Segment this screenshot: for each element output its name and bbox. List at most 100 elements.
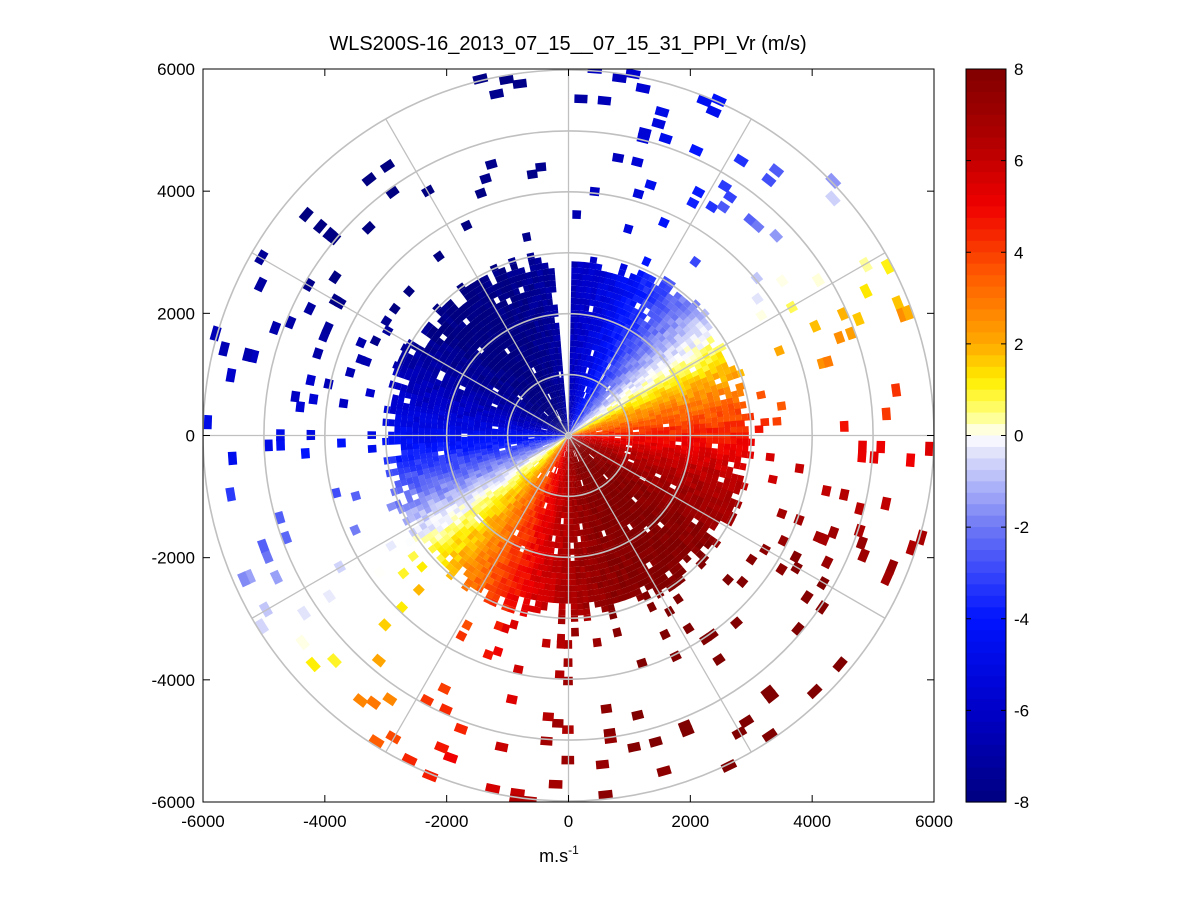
velocity-gate	[595, 442, 602, 446]
velocity-gate	[578, 418, 584, 424]
velocity-gate	[698, 414, 706, 420]
velocity-gate	[651, 427, 658, 432]
velocity-gate	[583, 440, 590, 443]
velocity-gate	[598, 396, 605, 402]
velocity-gate	[578, 397, 582, 404]
velocity-gate	[626, 391, 633, 398]
velocity-gate	[603, 354, 610, 362]
velocity-gate	[654, 331, 663, 340]
velocity-gate	[614, 354, 621, 362]
velocity-gate	[584, 433, 591, 435]
velocity-gate	[776, 401, 787, 411]
velocity-gate	[622, 397, 630, 403]
velocity-gate	[638, 350, 647, 358]
velocity-gate	[611, 415, 618, 420]
velocity-gate	[659, 363, 667, 371]
velocity-gate	[658, 463, 666, 469]
velocity-gate	[572, 444, 576, 450]
velocity-gate	[580, 421, 586, 426]
velocity-gate	[588, 423, 595, 427]
velocity-gate	[418, 437, 425, 444]
velocity-gate	[572, 432, 578, 435]
velocity-gate	[590, 468, 596, 475]
velocity-gate	[591, 415, 598, 421]
velocity-gate	[595, 441, 602, 445]
velocity-gate	[575, 441, 581, 446]
velocity-gate	[630, 342, 638, 351]
velocity-gate	[584, 415, 590, 421]
velocity-gate	[821, 485, 832, 497]
velocity-gate	[651, 312, 660, 321]
velocity-gate	[611, 402, 618, 408]
velocity-gate	[593, 457, 599, 463]
velocity-gate	[593, 363, 599, 371]
velocity-gate	[624, 494, 632, 501]
velocity-gate	[626, 347, 634, 355]
velocity-gate	[575, 424, 581, 429]
velocity-gate	[575, 425, 581, 430]
velocity-gate	[924, 441, 934, 457]
velocity-gate	[593, 494, 599, 501]
velocity-gate	[611, 374, 617, 381]
velocity-gate	[668, 507, 677, 516]
velocity-gate	[578, 434, 585, 435]
velocity-gate	[615, 477, 622, 484]
velocity-gate	[572, 433, 579, 435]
velocity-gate	[722, 410, 730, 418]
velocity-gate	[577, 417, 582, 423]
velocity-gate	[558, 603, 566, 610]
velocity-gate	[595, 426, 602, 430]
velocity-gate	[691, 410, 699, 417]
velocity-gate	[582, 379, 586, 386]
velocity-gate	[678, 514, 687, 523]
velocity-gate	[657, 437, 664, 441]
velocity-gate	[597, 372, 603, 380]
velocity-gate	[729, 420, 737, 428]
velocity-gate	[602, 436, 609, 438]
velocity-gate	[590, 396, 596, 403]
velocity-gate	[580, 421, 587, 426]
velocity-gate	[649, 371, 657, 378]
velocity-gate	[570, 413, 572, 420]
velocity-gate	[614, 340, 621, 348]
velocity-gate	[580, 391, 584, 398]
velocity-gate	[626, 483, 633, 491]
velocity-gate	[665, 387, 673, 394]
velocity-gate	[593, 446, 600, 450]
velocity-gate	[650, 442, 658, 447]
velocity-gate	[580, 292, 587, 299]
velocity-gate	[681, 333, 691, 342]
velocity-gate	[633, 345, 641, 353]
velocity-gate	[668, 447, 675, 453]
velocity-gate	[592, 407, 598, 413]
velocity-gate	[629, 412, 637, 417]
velocity-gate	[617, 515, 624, 523]
velocity-gate	[575, 415, 579, 422]
velocity-gate	[607, 425, 614, 428]
velocity-gate	[573, 402, 577, 409]
velocity-gate	[583, 438, 590, 441]
velocity-gate	[730, 426, 737, 434]
velocity-gate	[590, 437, 597, 439]
velocity-gate	[629, 514, 636, 522]
velocity-gate	[666, 352, 674, 361]
velocity-gate	[657, 440, 664, 445]
velocity-gate	[775, 274, 789, 288]
velocity-gate	[615, 457, 622, 463]
velocity-gate	[709, 458, 717, 465]
velocity-gate	[640, 405, 647, 411]
velocity-gate	[640, 359, 648, 367]
velocity-gate	[612, 481, 619, 488]
velocity-gate	[607, 459, 614, 465]
velocity-gate	[570, 591, 577, 598]
velocity-gate	[610, 490, 617, 497]
velocity-gate	[647, 473, 655, 479]
velocity-gate	[589, 427, 596, 430]
velocity-gate	[522, 436, 529, 438]
velocity-gate	[679, 453, 687, 459]
velocity-gate	[612, 488, 619, 496]
velocity-gate	[449, 441, 456, 446]
velocity-gate	[642, 470, 650, 477]
velocity-gate	[619, 329, 627, 337]
velocity-gate	[467, 436, 474, 441]
